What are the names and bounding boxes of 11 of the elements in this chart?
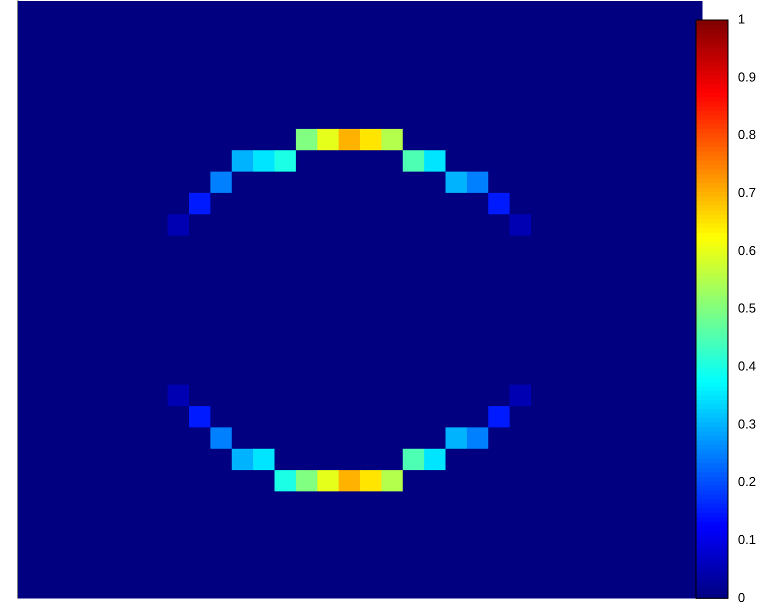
color-bar-label: 0 <box>738 590 746 605</box>
color-bar-label: 0.6 <box>738 242 756 258</box>
color-bar-label: 0.4 <box>738 358 756 374</box>
color-bar-label: 0.9 <box>738 69 756 84</box>
color-bar-label: 0.7 <box>738 185 756 200</box>
color-bar-label: 0.3 <box>738 416 756 432</box>
color-bar-label: 0.2 <box>738 474 756 490</box>
color-bar-label: 0.5 <box>738 300 756 316</box>
color-bar-label: 0.1 <box>738 532 756 547</box>
color-bar-label: 0.8 <box>738 127 756 142</box>
color-bar-label: 1 <box>738 12 746 27</box>
